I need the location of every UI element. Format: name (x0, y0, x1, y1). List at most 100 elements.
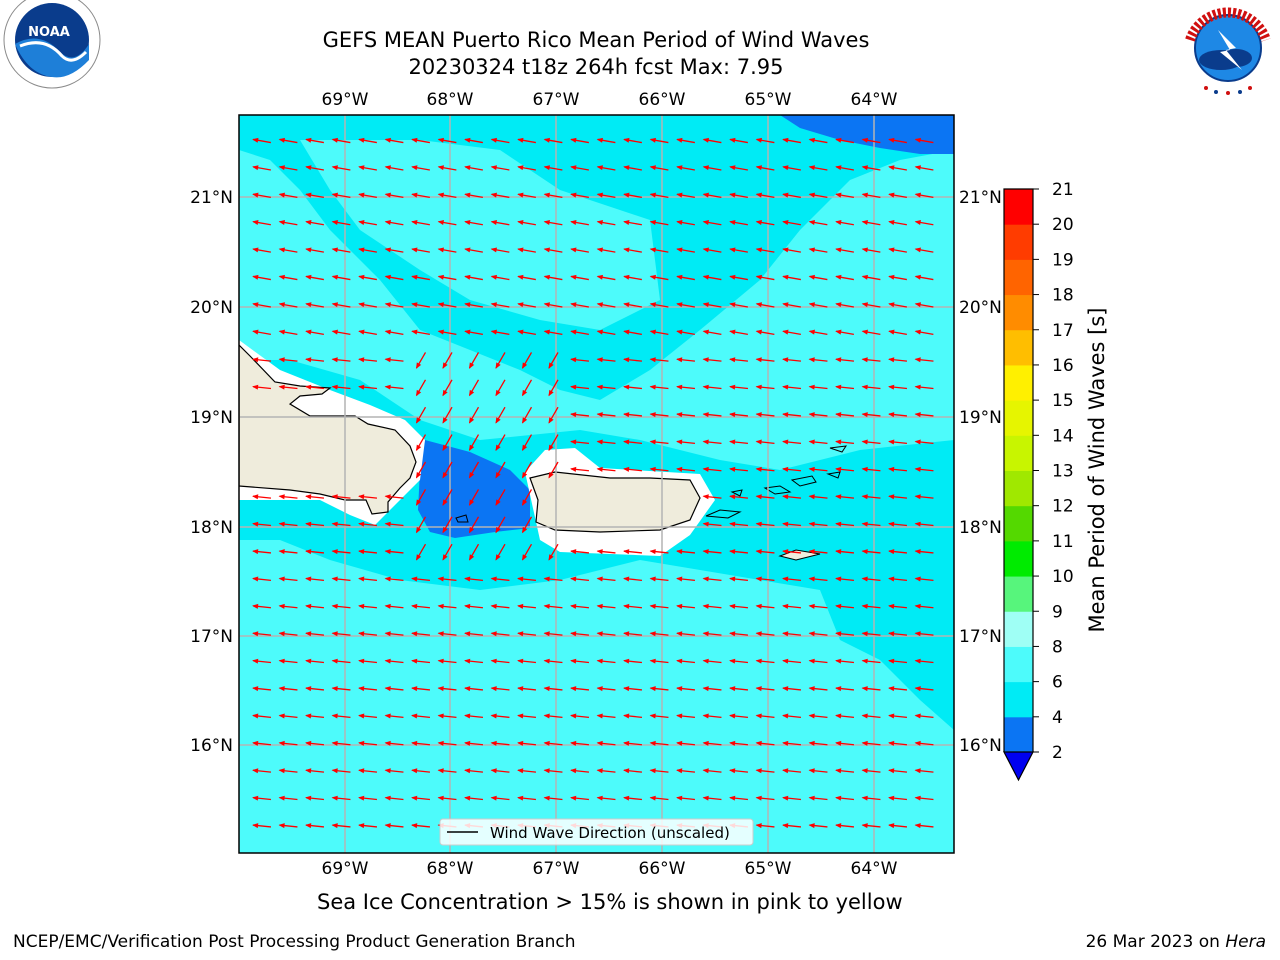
wave-direction-arrow (415, 489, 427, 506)
wave-direction-arrow (835, 165, 854, 171)
wave-direction-arrow (676, 357, 696, 363)
wave-direction-arrow (808, 439, 828, 445)
wave-direction-arrow (517, 603, 537, 609)
wave-direction-arrow (861, 549, 881, 555)
wave-direction-arrow (570, 603, 590, 609)
wave-direction-arrow (305, 165, 324, 171)
wave-direction-arrow (464, 713, 484, 719)
wave-direction-arrow (543, 740, 563, 746)
wave-direction-arrow (835, 302, 854, 308)
wave-direction-arrow (888, 549, 908, 555)
wave-direction-arrow (358, 357, 378, 363)
wave-direction-arrow (278, 521, 298, 527)
wave-direction-arrow (676, 247, 695, 253)
wave-direction-arrow (729, 412, 749, 418)
wave-direction-arrow (755, 740, 775, 746)
wave-direction-arrow (468, 543, 480, 561)
wave-direction-arrow (835, 494, 855, 500)
lon-tick-label: 64°W (851, 859, 898, 879)
wave-direction-arrow (437, 192, 457, 199)
wave-direction-arrow (835, 384, 855, 390)
wave-direction-arrow (835, 357, 855, 363)
wave-direction-arrow (464, 165, 483, 171)
wave-direction-arrow (384, 603, 404, 609)
wave-direction-arrow (358, 549, 378, 555)
wave-direction-arrow (331, 329, 351, 336)
wave-direction-arrow (358, 658, 378, 664)
colorbar-tick-label: 12 (1052, 497, 1074, 517)
wave-direction-arrow (596, 466, 616, 472)
wave-direction-arrow (411, 740, 431, 746)
wave-direction-arrow (384, 686, 404, 692)
wave-direction-arrow (278, 329, 298, 336)
wave-direction-arrow (729, 165, 748, 171)
wave-direction-arrow (596, 658, 616, 664)
lon-tick-label: 67°W (533, 859, 580, 879)
wave-direction-arrow (278, 192, 298, 199)
wave-direction-arrow (411, 658, 431, 664)
wave-direction-arrow (729, 713, 749, 719)
wave-direction-arrow (596, 631, 616, 637)
wave-direction-arrow (861, 466, 881, 472)
wave-direction-arrow (808, 823, 828, 829)
wave-direction-arrow (755, 329, 775, 336)
wave-direction-arrow (702, 686, 722, 692)
wave-direction-arrow (755, 576, 775, 582)
wave-direction-arrow (464, 274, 483, 281)
wave-direction-arrow (888, 713, 908, 719)
wave-direction-arrow (649, 658, 669, 664)
wave-direction-arrow (358, 795, 378, 801)
wave-direction-arrow (914, 439, 934, 445)
wave-direction-arrow (252, 302, 271, 308)
wave-direction-arrow (702, 740, 722, 746)
wave-direction-arrow (835, 658, 855, 664)
wave-direction-arrow (517, 658, 537, 664)
wave-direction-arrow (649, 412, 669, 418)
wave-direction-arrow (729, 357, 749, 363)
wave-direction-arrow (729, 521, 749, 527)
wave-direction-arrow (729, 740, 749, 746)
wave-direction-arrow (888, 412, 908, 418)
wave-direction-arrow (548, 543, 559, 561)
wave-direction-arrow (835, 521, 855, 527)
wave-direction-arrow (914, 658, 934, 664)
wave-direction-arrow (888, 631, 908, 637)
wave-direction-arrow (490, 576, 510, 582)
lon-tick-label: 64°W (851, 90, 898, 110)
wave-direction-arrow (490, 274, 510, 281)
wave-direction-arrow (861, 439, 881, 445)
wave-direction-arrow (358, 713, 378, 719)
wave-direction-arrow (782, 658, 802, 664)
wave-direction-arrow (782, 603, 802, 609)
wave-direction-arrow (384, 192, 404, 199)
wave-direction-arrow (411, 302, 430, 308)
wave-direction-arrow (490, 740, 510, 746)
colorbar-segment (1004, 259, 1033, 296)
wave-direction-arrow (437, 768, 457, 774)
wave-direction-arrow (623, 247, 642, 253)
wave-direction-arrow (914, 823, 934, 829)
wave-direction-arrow (676, 384, 696, 390)
wave-direction-arrow (415, 352, 427, 369)
wave-direction-arrow (808, 329, 828, 336)
wave-direction-arrow (596, 137, 616, 144)
wave-direction-arrow (914, 329, 934, 336)
wave-direction-arrow (782, 247, 801, 253)
wave-direction-arrow (358, 329, 377, 336)
colorbar-tick-label: 20 (1052, 215, 1074, 235)
colorbar: 2 4 6 8 9 10 11 12 13 14 15 16 17 18 19 20 21 (1003, 180, 1074, 782)
wave-direction-arrow (782, 686, 802, 692)
wave-direction-arrow (702, 768, 722, 774)
wave-direction-arrow (888, 823, 908, 829)
wave-direction-arrow (649, 384, 669, 390)
wave-direction-arrow (570, 220, 589, 226)
wave-direction-arrow (808, 137, 828, 144)
wave-direction-arrow (676, 576, 696, 582)
lon-tick-label: 69°W (322, 90, 369, 110)
wave-direction-arrow (358, 165, 377, 171)
lat-tick-label: 20°N (959, 298, 1002, 318)
wave-direction-arrow (521, 516, 533, 534)
wave-direction-arrow (914, 768, 934, 774)
wave-direction-arrow (596, 576, 616, 582)
wave-direction-arrow (835, 137, 854, 144)
